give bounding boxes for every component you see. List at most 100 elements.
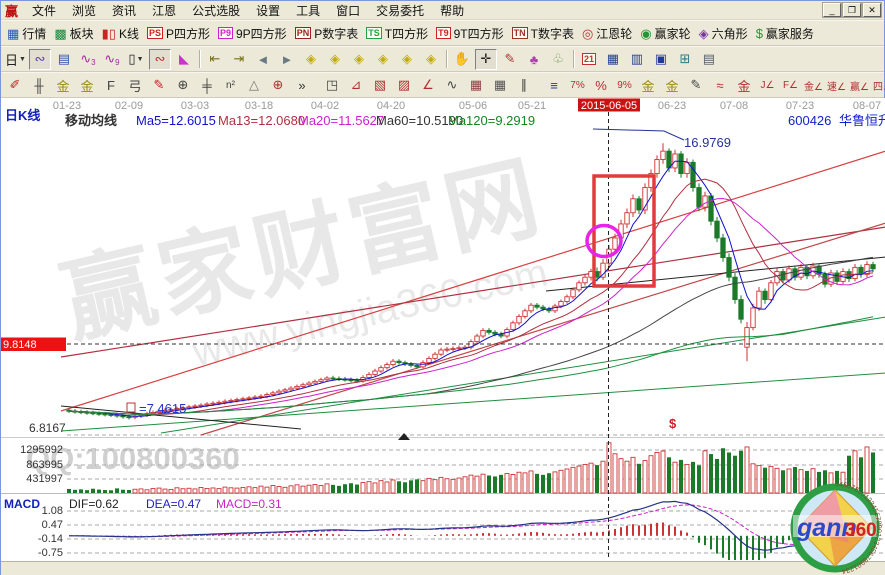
gann-fan-icon[interactable]: ⊿ <box>350 77 362 92</box>
candle-mark-icon[interactable]: ✎ <box>690 77 702 92</box>
gann-diamond-left-icon[interactable]: ◈ <box>305 51 316 66</box>
gann-diamond-star-icon[interactable]: ◈ <box>401 51 412 66</box>
angle-gold-icon[interactable]: 金∠ <box>804 81 823 93</box>
menu-formula-stock-pick[interactable]: 公式选股 <box>192 3 241 18</box>
angle-speed-icon[interactable]: 速∠ <box>827 81 846 93</box>
grid-red-icon[interactable]: ▦ <box>469 77 483 92</box>
freehand-highlight-icon[interactable]: ∾ <box>148 48 171 70</box>
gold-level-icon[interactable]: 金 <box>665 78 679 94</box>
ma-lines <box>68 160 874 417</box>
toolbar-button-p-square[interactable]: PS P四方形 <box>143 24 214 43</box>
toolbar-button-winner-service[interactable]: $ 赢家服务 <box>752 24 818 43</box>
menu-settings[interactable]: 设置 <box>256 3 281 18</box>
angle-win-icon[interactable]: 赢∠ <box>850 81 869 93</box>
angle-j-icon[interactable]: J∠ <box>760 79 775 91</box>
wave-9-icon[interactable]: ∿ 9 <box>104 51 120 67</box>
toolbar-button-kline[interactable]: ▮▯ K线 <box>98 24 143 43</box>
flag-marker-icon[interactable]: ✎ <box>504 51 516 66</box>
red-pen-icon[interactable]: ✐ <box>9 77 21 92</box>
target-circle-icon[interactable]: ⊕ <box>272 77 284 92</box>
network-share-icon[interactable]: ⊞ <box>679 51 691 66</box>
period-daily-dropdown-icon[interactable]: 日 ▼ <box>5 52 26 68</box>
angle-line-icon[interactable]: ∠ <box>422 77 434 92</box>
close-button[interactable]: ✕ <box>862 2 882 18</box>
parallel-lines-icon[interactable]: ∥ <box>520 77 528 92</box>
menu-window[interactable]: 窗口 <box>336 3 361 18</box>
box-select-icon[interactable]: ◳ <box>325 77 339 92</box>
menu-help[interactable]: 帮助 <box>440 3 465 18</box>
color-chart-icon[interactable]: ◣ <box>178 51 189 66</box>
angle-f-icon[interactable]: F∠ <box>782 79 799 91</box>
angle-four-icon[interactable]: 四∠ <box>873 81 885 93</box>
kline-icon: ▮▯ <box>101 25 116 41</box>
restore-button[interactable]: ❐ <box>842 2 862 18</box>
shade-box-icon[interactable]: ▨ <box>397 77 411 92</box>
percent-7-icon[interactable]: 7% <box>570 79 585 91</box>
percent-icon[interactable]: % <box>595 77 607 93</box>
gold-ring-icon[interactable]: 金 <box>641 78 655 94</box>
toolbar-button-t-number-table[interactable]: TN T数字表 <box>508 24 578 43</box>
sectors-label: 板块 <box>69 26 94 41</box>
jump-last-icon[interactable]: ⇥ <box>233 51 245 66</box>
toolbar-button-9t-square[interactable]: T9 9T四方形 <box>432 24 508 43</box>
spiral-grid-icon[interactable]: 弓 <box>128 78 142 94</box>
brain-tool-icon[interactable]: ♧ <box>552 51 564 66</box>
n-square-icon[interactable]: n² <box>226 79 235 91</box>
jump-first-icon[interactable]: ⇤ <box>209 51 221 66</box>
wave-3-icon[interactable]: ∿ 3 <box>80 51 96 67</box>
toolbar-button-quotes[interactable]: ▦ 行情 <box>3 24 50 43</box>
toolbar-button-p-number-table[interactable]: PN P数字表 <box>291 24 363 43</box>
menu-news[interactable]: 资讯 <box>112 3 137 18</box>
menu-gann[interactable]: 江恩 <box>152 3 177 18</box>
winner-service-label: 赢家服务 <box>765 26 814 41</box>
crosshair-icon[interactable]: ✛ <box>474 48 497 70</box>
toolbar-button-hexagon[interactable]: ◈ 六角形 <box>695 24 752 43</box>
menu-trade-order[interactable]: 交易委托 <box>376 3 425 18</box>
gold-grid-2-icon[interactable]: 金 <box>80 78 94 94</box>
chart-area[interactable]: 赢家财富网 www.yingjia360.com QQ:100800360 01-23… <box>1 98 885 561</box>
zigzag-line-icon[interactable]: ∿ <box>446 77 458 92</box>
toolbar-button-9p-square[interactable]: P9 9P四方形 <box>214 24 291 43</box>
notebook-icon[interactable]: ▥ <box>630 51 644 66</box>
grid-dark-icon[interactable]: ▦ <box>493 77 507 92</box>
svg-text:05-21: 05-21 <box>518 100 546 112</box>
mark-pen-icon[interactable]: ✎ <box>153 77 165 92</box>
wave-mark-icon[interactable]: ≈ <box>716 77 724 93</box>
minimize-button[interactable]: _ <box>822 2 842 18</box>
more-tools-icon[interactable]: » <box>298 77 306 93</box>
gold-red-level-icon[interactable]: 金 <box>737 78 751 94</box>
calendar-icon[interactable]: 21 <box>581 53 596 65</box>
hand-drag-icon[interactable]: ✋ <box>453 51 471 66</box>
info-note-icon[interactable]: ▤ <box>57 51 71 66</box>
page-prev-icon[interactable]: ◄ <box>256 51 270 67</box>
toolbar-button-sectors[interactable]: ▩ 板块 <box>50 24 97 43</box>
gann-diamond-vertical-icon[interactable]: ◈ <box>425 51 436 66</box>
toolbar-button-t-square[interactable]: TS T四方形 <box>362 24 432 43</box>
menu-file[interactable]: 文件 <box>32 3 57 18</box>
freehand-line-icon[interactable]: ∾ <box>28 48 51 70</box>
gann-diamond-right-icon[interactable]: ◈ <box>329 51 340 66</box>
f-grid-icon[interactable]: F <box>107 77 115 93</box>
stat-list-icon[interactable]: ≡ <box>550 77 558 93</box>
candle-style-dropdown-icon[interactable]: ▯ ▼ <box>128 51 144 66</box>
tree-tool-icon[interactable]: ♣ <box>529 51 539 67</box>
set-square-icon[interactable]: △ <box>249 77 259 92</box>
gann-grid-icon[interactable]: ╫ <box>34 77 44 93</box>
time-circle-icon[interactable]: ⊕ <box>177 77 189 92</box>
9t-square-label: 9T四方形 <box>453 26 504 41</box>
fan-box-icon[interactable]: ▧ <box>373 77 387 92</box>
save-icon[interactable]: ▣ <box>654 51 668 66</box>
gann-diamond-horizontal-icon[interactable]: ◈ <box>353 51 364 66</box>
menu-tools[interactable]: 工具 <box>296 3 321 18</box>
gold-grid-1-icon[interactable]: 金 <box>56 78 70 94</box>
calculator-icon[interactable]: ▦ <box>606 51 620 66</box>
price-grid-icon[interactable]: ╪ <box>202 77 212 93</box>
gann-diamond-compress-icon[interactable]: ◈ <box>377 51 388 66</box>
toolbar-button-gann-wheel[interactable]: ◎ 江恩轮 <box>578 24 636 43</box>
percent-9-icon[interactable]: 9% <box>617 79 632 91</box>
page-next-icon[interactable]: ► <box>280 51 294 67</box>
remote-pc-icon[interactable]: ▤ <box>702 51 716 66</box>
toolbar-button-winner-wheel[interactable]: ◉ 赢家轮 <box>636 24 694 43</box>
menu-browse[interactable]: 浏览 <box>72 3 97 18</box>
